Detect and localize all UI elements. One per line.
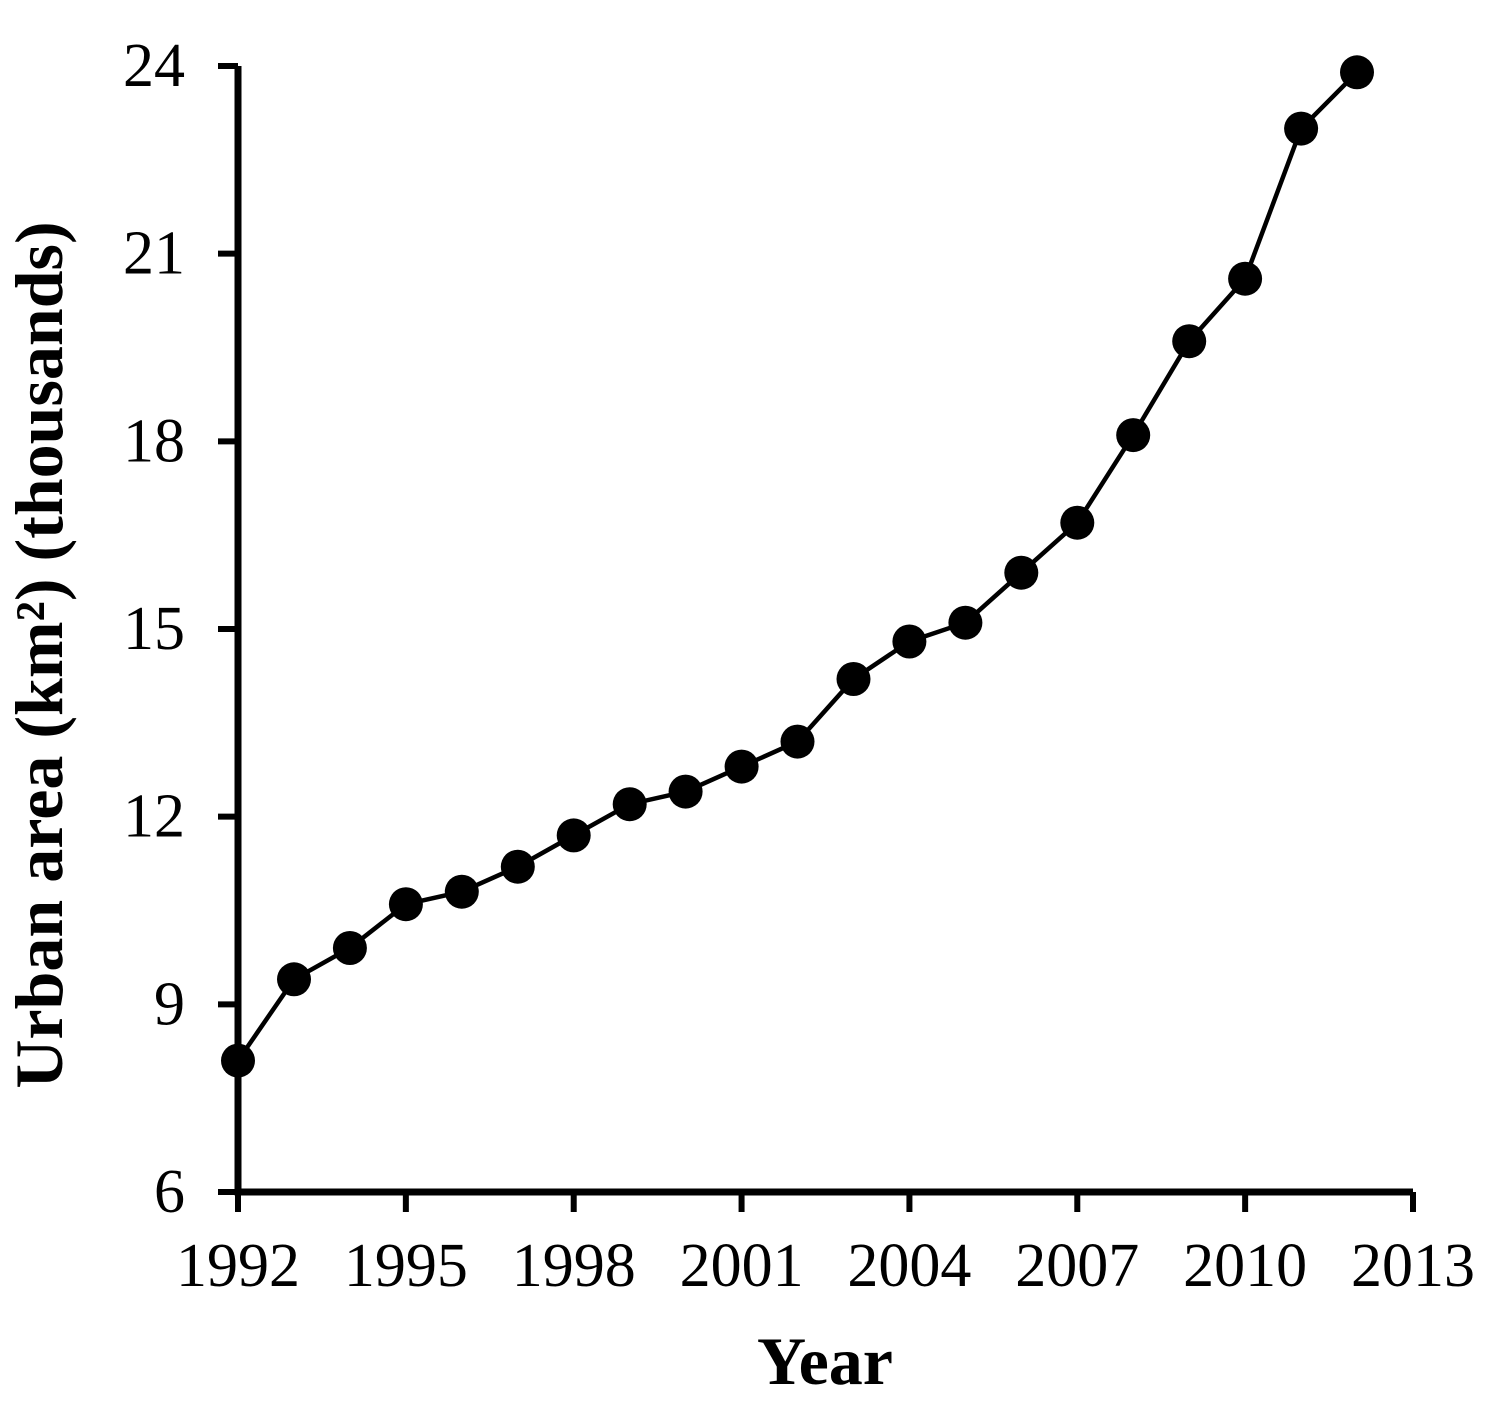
data-point-marker [221, 1043, 255, 1078]
x-tick-label: 2004 [847, 1232, 971, 1300]
x-axis-title: Year [757, 1323, 893, 1399]
data-point-marker [556, 818, 591, 853]
data-point-marker [388, 887, 423, 922]
data-point-marker [1172, 324, 1207, 359]
data-point-marker [668, 774, 703, 809]
data-point-marker [724, 749, 759, 784]
data-point-marker [1228, 261, 1263, 296]
data-point-marker [892, 624, 927, 659]
y-tick-label: 15 [123, 595, 185, 663]
y-tick-label: 24 [123, 32, 185, 100]
x-tick-label: 1995 [344, 1232, 468, 1300]
data-point-marker [1340, 55, 1374, 90]
data-point-marker [1284, 111, 1319, 146]
x-tick-label: 1998 [512, 1232, 636, 1300]
y-tick-label: 6 [154, 1158, 185, 1226]
data-point-marker [948, 605, 983, 640]
data-point-marker [780, 724, 815, 759]
data-point-marker [1004, 555, 1039, 590]
data-point-marker [444, 874, 479, 909]
data-point-marker [277, 962, 311, 997]
data-point-marker [500, 849, 535, 884]
y-axis-title: Urban area (km²) (thousands) [1, 221, 77, 1088]
data-point-marker [836, 662, 871, 696]
x-tick-label: 2001 [680, 1232, 804, 1300]
data-point-marker [1060, 505, 1095, 540]
x-tick-label: 2013 [1351, 1232, 1475, 1300]
y-tick-label: 9 [154, 970, 185, 1038]
series-layer [221, 55, 1374, 1078]
data-point-marker [1116, 418, 1151, 453]
x-tick-label: 2010 [1183, 1232, 1307, 1300]
y-tick-label: 21 [123, 220, 185, 288]
x-tick-label: 2007 [1015, 1232, 1139, 1300]
axis-spine [234, 66, 1413, 1196]
y-tick-label: 18 [123, 407, 185, 475]
y-tick-label: 12 [123, 783, 185, 851]
x-tick-label: 1992 [176, 1232, 300, 1300]
data-point-marker [332, 931, 367, 965]
data-point-marker [612, 787, 647, 822]
axes-layer: 6 9 12 15 18 21 24 1992 1995 1998 2001 2004 2007 2010… [123, 32, 1475, 1300]
